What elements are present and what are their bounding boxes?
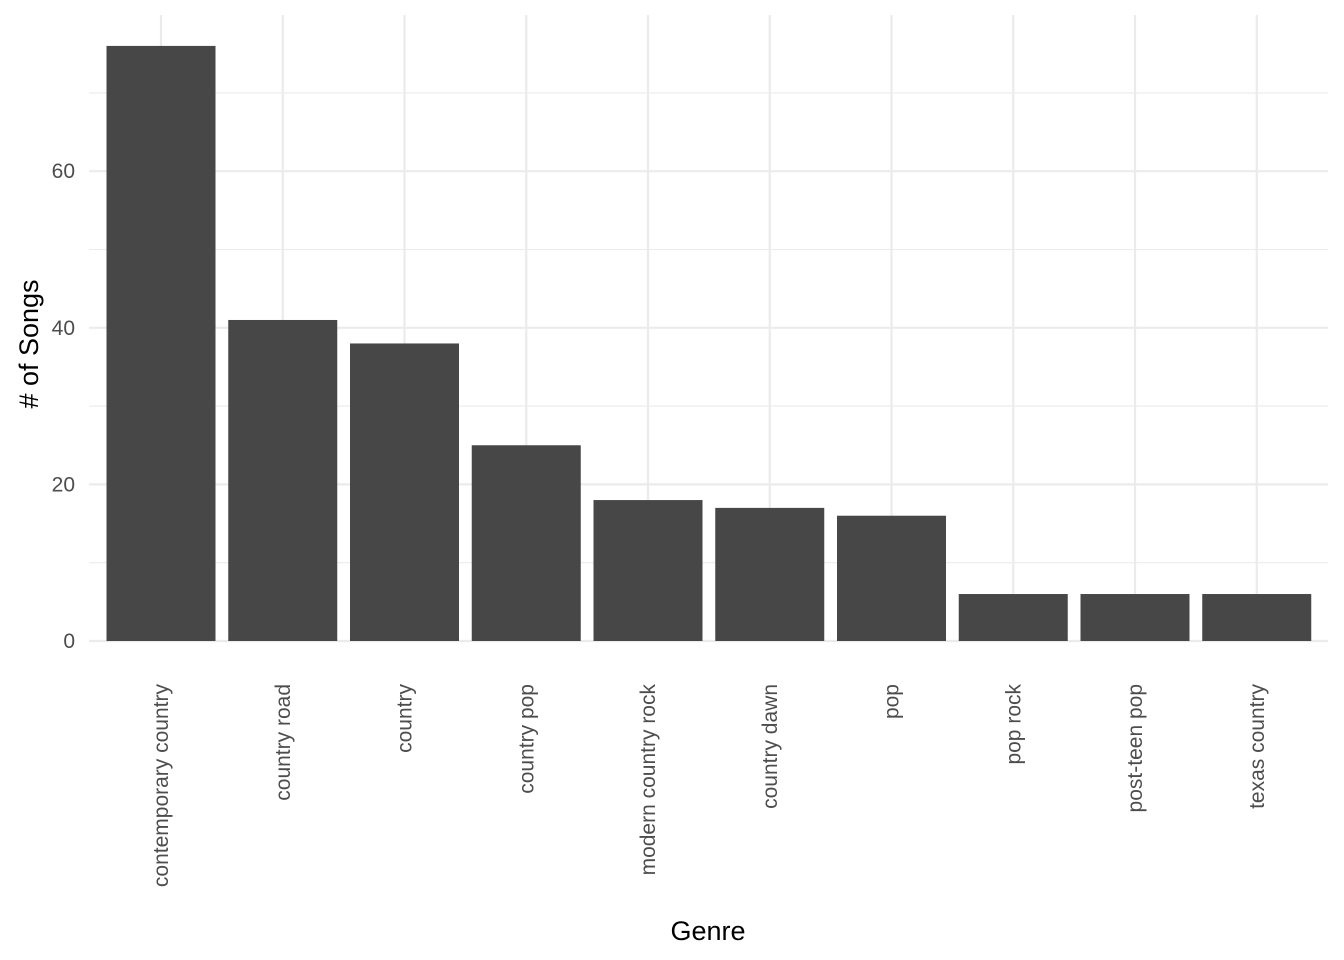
x-tick-label: post-teen pop: [1124, 684, 1147, 812]
x-tick-label: modern country rock: [637, 684, 660, 876]
y-tick-label: 0: [63, 630, 75, 653]
bar: [106, 45, 216, 642]
bar: [837, 515, 946, 641]
x-axis-title: Genre: [670, 916, 745, 946]
x-tick-label: country road: [272, 684, 295, 801]
bar: [593, 500, 703, 641]
bar: [471, 445, 581, 641]
y-axis-tick-labels: 0 20 40 60: [52, 160, 75, 653]
y-tick-label: 20: [52, 473, 75, 496]
y-tick-label: 60: [52, 160, 75, 183]
x-tick-label: pop rock: [1002, 684, 1025, 765]
bar: [350, 343, 459, 641]
bar: [958, 594, 1068, 641]
bar: [715, 507, 825, 641]
x-tick-label: pop: [881, 684, 904, 719]
x-tick-label: country dawn: [759, 684, 782, 809]
y-axis-title: # of Songs: [14, 279, 44, 408]
x-axis-tick-labels: contemporary country country road country c…: [150, 684, 1269, 888]
x-tick-label: country: [394, 684, 417, 753]
x-tick-label: country pop: [515, 684, 538, 794]
bars: [106, 45, 1312, 642]
y-tick-label: 40: [52, 317, 75, 340]
x-tick-label: texas country: [1246, 684, 1269, 809]
bar: [1202, 594, 1312, 641]
bar: [228, 319, 338, 641]
bar: [1080, 594, 1190, 641]
x-tick-label: contemporary country: [150, 684, 173, 888]
